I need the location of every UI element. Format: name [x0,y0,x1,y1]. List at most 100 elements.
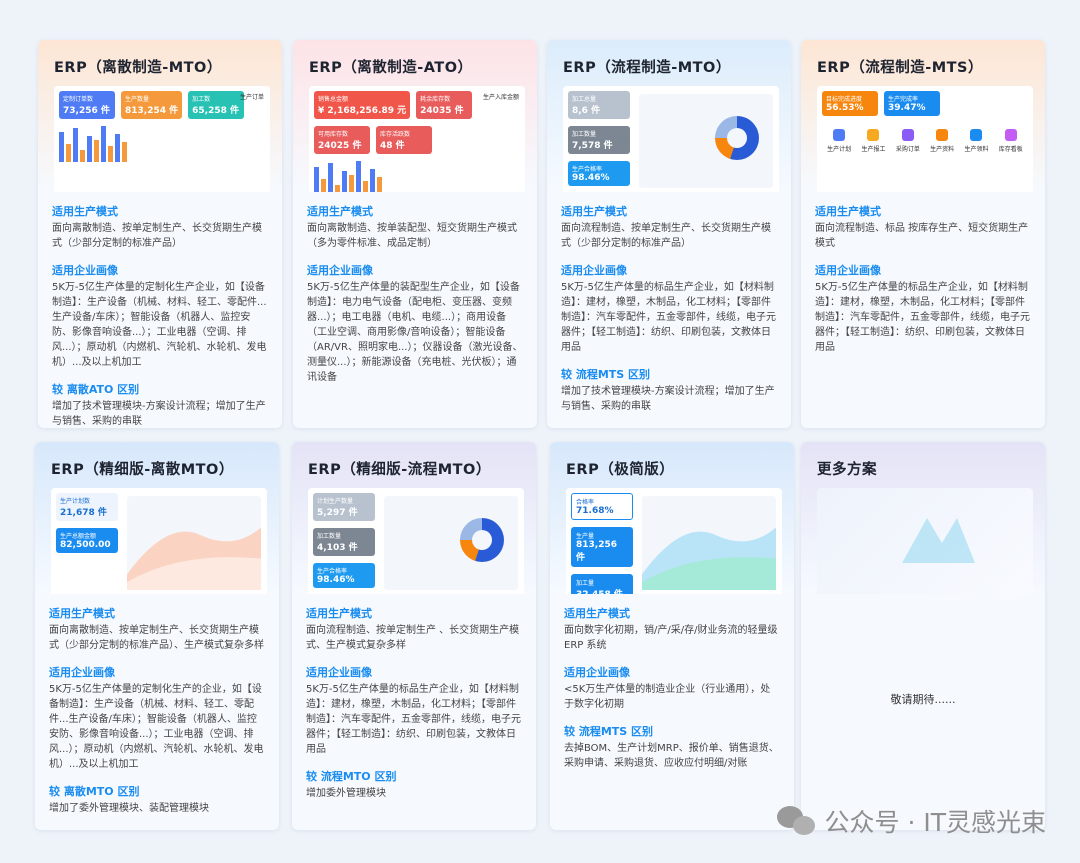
shortcut-icon [901,129,914,141]
shortcut-icon [833,129,846,141]
card-header: ERP（离散制造-ATO） 销售总金额 ¥ 2,168,256.89 元 耗余库存数 2… [293,40,537,192]
solution-card[interactable]: ERP（离散制造-ATO） 销售总金额 ¥ 2,168,256.89 元 耗余库存数 2… [293,40,537,428]
card-header: ERP（流程制造-MTS） 目标完成进度 56.53% 生产完成率 39.47% 生产计划… [801,40,1045,192]
area-chart [127,527,261,590]
kpi-row: 目标完成进度 56.53% 生产完成率 39.47% [822,91,1028,119]
kpi-value: 73,256 件 [63,106,110,116]
solution-card[interactable]: ERP（精细版-流程MTO） 计划生产数量 5,297 件加工数量 4,103 件生产… [292,442,536,830]
solution-card[interactable]: ERP（流程制造-MTO） 加工总量 8,6 件加工数量 7,578 件生产合格率 98… [547,40,791,428]
shortcut-icon [1004,129,1017,141]
enterprise-profile-section: 适用企业画像 5K万-5亿生产体量的定制化生产的企业，如【设备制造】：生产设备（机… [49,665,265,772]
kpi-value: ¥ 2,168,256.89 元 [318,106,407,116]
chart-bar [342,171,347,192]
kpi-value: 813,256 件 [576,540,617,563]
donut-hole [727,128,747,148]
card-title: ERP（精细版-流程MTO） [308,462,491,478]
solution-card[interactable]: ERP（离散制造-MTO） 定制订单数 73,256 件生产数量 813,254 件加… [38,40,282,428]
kpi-value: 98.46% [572,173,610,183]
kpi-value: 5,297 件 [317,508,358,518]
shortcut-1[interactable]: 生产报工 [861,129,886,153]
kpi-value: 813,254 件 [125,106,179,116]
enterprise-profile-heading: 适用企业画像 [307,264,373,277]
kpi-label: 合格率 [576,499,595,506]
shortcut-icons: 生产计划 生产报工 采购订单 生产资料 生产领料 库存看板 [822,129,1028,153]
card-title: ERP（流程制造-MTO） [563,60,731,76]
enterprise-profile-text: 5K万-5亿生产体量的标品生产企业，如【材料制造】：建材，橡塑，木制品，化工材料… [306,684,521,755]
kpi-label: 耗余库存数 [420,96,451,103]
difference-section: 较 流程MTS 区别 去掉BOM、生产计划MRP、报价单、销售退货、采购申请、采购… [564,724,780,771]
card-header: ERP（离散制造-MTO） 定制订单数 73,256 件生产数量 813,254 件加… [38,40,282,192]
donut-chart [715,116,759,160]
kpi-value: 71.68% [576,506,614,516]
kpi-card: 加工总量 8,6 件 [568,91,630,119]
watermark-text: 公众号 · IT灵感光束 [824,808,1047,837]
enterprise-profile-section: 适用企业画像 5K万-5亿生产体量的标品生产企业，如【材料制造】：建材，橡塑，木制… [561,263,777,355]
donut-chart [460,518,504,562]
chart-bar [73,128,78,162]
chart-bar [377,177,382,192]
solution-card[interactable]: 更多方案 敬请期待...... [801,442,1045,830]
kpi-card: 加工量32,458 件 [571,574,633,594]
shortcut-3[interactable]: 生产资料 [930,129,954,153]
kpi-label: 生产计划数 [60,498,91,505]
kpi-card: 加工数 65,258 件 [188,91,245,119]
enterprise-profile-text: <5K万生产体量的制造业企业（行业通用），处于数字化初期 [564,684,771,710]
chart-bar [328,163,333,192]
card-title: ERP（离散制造-MTO） [54,60,222,76]
card-body: 适用生产模式 面向流程制造、标品 按库存生产、短交货期生产模式 适用企业画像 5K万-… [801,192,1045,379]
shortcut-label: 采购订单 [895,146,920,153]
kpi-row: 生产计划数 21,678 件生产总额金额 82,500.00 [56,493,120,556]
solution-card[interactable]: ERP（精细版-离散MTO） 生产计划数 21,678 件生产总额金额 82,500.… [35,442,279,830]
production-mode-text: 面向离散制造、按单定制生产、长交货期生产模式（少部分定制的标准产品） [52,223,262,249]
kpi-row: 计划生产数量 5,297 件加工数量 4,103 件生产合格率 98.46% [313,493,377,591]
difference-heading: 较 流程MTS 区别 [561,368,651,381]
dashboard-preview: 生产计划数 21,678 件生产总额金额 82,500.00 [51,488,267,594]
solution-card[interactable]: ERP（流程制造-MTS） 目标完成进度 56.53% 生产完成率 39.47% 生产计划… [801,40,1045,428]
kpi-card: 目标完成进度 56.53% [822,91,878,116]
dashboard-preview: 加工总量 8,6 件加工数量 7,578 件生产合格率 98.46% [563,86,779,192]
kpi-card: 生产完成率 39.47% [884,91,940,116]
production-mode-section: 适用生产模式 面向离散制造、按单定制生产、长交货期生产模式（少部分定制的标准产品）… [49,606,265,653]
kpi-value: 98.46% [317,575,355,585]
difference-section: 较 离散MTO 区别 增加了委外管理模块、装配管理模块 [49,784,265,816]
chart-bar [59,132,64,162]
shortcut-icon [936,129,949,141]
kpi-label: 加工量 [576,580,595,587]
kpi-label: 加工总量 [572,96,597,103]
card-body: 适用生产模式 面向离散制造、按单定制生产、长交货期生产模式（少部分定制的标准产品）… [35,594,279,830]
chart-bar [115,134,120,162]
kpi-value: 32,458 件 [576,587,628,594]
shortcut-label: 库存看板 [998,146,1023,153]
difference-text: 去掉BOM、生产计划MRP、报价单、销售退货、采购申请、采购退货、应收应付明细/… [564,743,779,769]
production-mode-heading: 适用生产模式 [564,607,630,620]
enterprise-profile-heading: 适用企业画像 [52,264,118,277]
kpi-card: 加工数量 7,578 件 [568,126,630,154]
production-mode-text: 面向流程制造、标品 按库存生产、短交货期生产模式 [815,223,1029,249]
production-mode-heading: 适用生产模式 [561,205,627,218]
kpi-value: 39.47% [888,103,926,113]
card-body: 适用生产模式 面向离散制造、按单定制生产、长交货期生产模式（少部分定制的标准产品）… [38,192,282,428]
shortcut-label: 生产资料 [930,146,955,153]
enterprise-profile-text: 5K万-5亿生产体量的定制化生产的企业，如【设备制造】：生产设备（机械、材料、轻… [49,684,264,770]
shortcut-5[interactable]: 库存看板 [999,129,1023,153]
kpi-label: 销售总金额 [318,96,349,103]
enterprise-profile-text: 5K万-5亿生产体量的标品生产企业，如【材料制造】：建材，橡塑，木制品，化工材料… [561,282,776,353]
kpi-label: 生产完成率 [888,96,919,103]
kpi-value: 82,500.00 [60,540,111,550]
kpi-label: 目标完成进度 [826,96,863,103]
dashboard-preview: 定制订单数 73,256 件 生产数量 813,254 件 加工数 65,258 件 生产订… [54,86,270,192]
chart-bar [370,169,375,192]
card-header: ERP（精细版-离散MTO） 生产计划数 21,678 件生产总额金额 82,500.… [35,442,279,594]
difference-heading: 较 离散ATO 区别 [52,383,140,396]
shortcut-2[interactable]: 采购订单 [896,129,920,153]
coming-soon-text: 敬请期待...... [890,693,956,706]
shortcut-0[interactable]: 生产计划 [827,129,851,153]
difference-text: 增加委外管理模块 [306,788,386,799]
kpi-label: 定制订单数 [63,96,94,103]
card-title: ERP（流程制造-MTS） [817,60,983,76]
kpi-card: 生产合格率 98.46% [313,563,375,588]
kpi-card: 生产总额金额 82,500.00 [56,528,118,553]
shortcut-4[interactable]: 生产领料 [964,129,988,153]
